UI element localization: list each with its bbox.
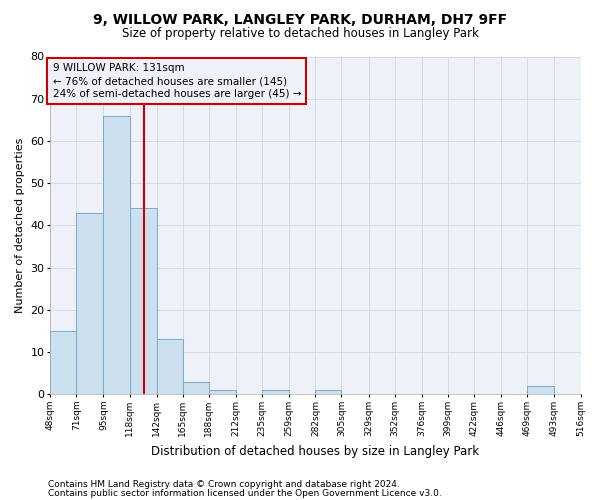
- Bar: [527, 386, 554, 394]
- Bar: [76, 212, 103, 394]
- Bar: [130, 208, 157, 394]
- Bar: [183, 382, 209, 394]
- Text: Contains HM Land Registry data © Crown copyright and database right 2024.: Contains HM Land Registry data © Crown c…: [48, 480, 400, 489]
- Text: Size of property relative to detached houses in Langley Park: Size of property relative to detached ho…: [122, 28, 478, 40]
- Bar: [316, 390, 341, 394]
- Bar: [262, 390, 289, 394]
- Bar: [157, 340, 183, 394]
- X-axis label: Distribution of detached houses by size in Langley Park: Distribution of detached houses by size …: [151, 444, 479, 458]
- Bar: [209, 390, 236, 394]
- Text: Contains public sector information licensed under the Open Government Licence v3: Contains public sector information licen…: [48, 488, 442, 498]
- Text: 9, WILLOW PARK, LANGLEY PARK, DURHAM, DH7 9FF: 9, WILLOW PARK, LANGLEY PARK, DURHAM, DH…: [93, 12, 507, 26]
- Bar: [50, 331, 76, 394]
- Y-axis label: Number of detached properties: Number of detached properties: [15, 138, 25, 313]
- Bar: [103, 116, 130, 394]
- Text: 9 WILLOW PARK: 131sqm
← 76% of detached houses are smaller (145)
24% of semi-det: 9 WILLOW PARK: 131sqm ← 76% of detached …: [53, 63, 301, 99]
